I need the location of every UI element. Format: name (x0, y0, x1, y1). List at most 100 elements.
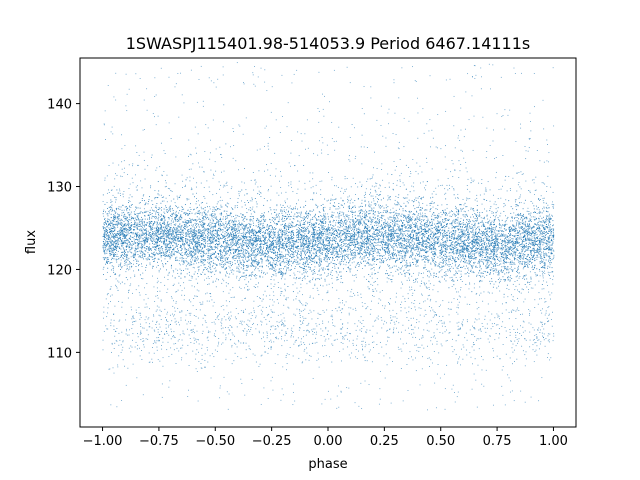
data-point (365, 223, 367, 225)
data-point (408, 218, 410, 220)
data-point (352, 206, 354, 208)
data-point (473, 241, 475, 243)
data-point (459, 239, 461, 241)
data-point (547, 267, 548, 269)
data-point (494, 235, 496, 237)
data-point (403, 237, 405, 239)
data-point (163, 231, 165, 232)
data-point (401, 238, 403, 240)
data-point (318, 246, 320, 248)
data-point (196, 236, 198, 238)
data-point (541, 221, 543, 223)
data-point (247, 244, 249, 246)
data-point (111, 254, 113, 256)
data-point (429, 221, 431, 223)
data-point (166, 234, 168, 236)
data-point (491, 245, 493, 246)
data-point (386, 242, 388, 244)
data-point (275, 243, 277, 245)
data-point (295, 208, 296, 210)
data-point (465, 226, 467, 228)
data-point (486, 245, 488, 247)
data-point (162, 264, 164, 266)
data-point (281, 218, 283, 220)
data-point (414, 289, 416, 291)
data-point (339, 227, 341, 229)
data-point (390, 272, 392, 273)
data-point (500, 227, 502, 229)
data-point (408, 227, 410, 228)
data-point (450, 223, 452, 225)
data-point (460, 251, 461, 253)
data-point (197, 241, 199, 242)
data-point (365, 230, 367, 232)
data-point (373, 267, 375, 268)
data-point (262, 249, 264, 251)
data-point (449, 245, 451, 247)
data-point (303, 268, 305, 270)
data-point (337, 251, 339, 253)
data-point (335, 229, 337, 231)
data-point (349, 226, 351, 228)
data-point (430, 252, 432, 253)
data-point (379, 252, 381, 254)
data-point (322, 239, 324, 241)
data-point (489, 236, 490, 237)
data-point (430, 248, 432, 250)
data-point (191, 212, 193, 214)
data-point (127, 212, 129, 214)
data-point (390, 226, 392, 228)
data-point (527, 265, 528, 267)
data-point (214, 229, 216, 231)
data-point (391, 246, 392, 248)
data-point (343, 203, 345, 205)
data-point (208, 243, 210, 245)
data-point (198, 237, 200, 239)
data-point (217, 236, 219, 238)
data-point (174, 246, 176, 248)
data-point (256, 240, 257, 241)
data-point (313, 230, 315, 232)
data-point (128, 214, 130, 216)
data-point (438, 236, 440, 238)
data-point (522, 226, 523, 228)
data-point (494, 230, 496, 232)
data-point (224, 253, 226, 255)
data-point (276, 245, 277, 247)
data-point (515, 252, 517, 254)
data-point (408, 221, 410, 222)
data-point (121, 212, 123, 214)
data-point (511, 227, 512, 229)
data-point (417, 236, 419, 238)
data-point (412, 234, 414, 236)
data-point (366, 214, 367, 216)
data-point (418, 206, 419, 208)
data-point (412, 248, 414, 250)
data-point (530, 252, 532, 254)
data-point (476, 220, 478, 222)
data-point (464, 237, 466, 238)
data-point (349, 271, 351, 273)
data-point (370, 242, 372, 244)
data-point (460, 249, 462, 251)
data-point (434, 247, 436, 249)
data-point (473, 225, 474, 227)
data-point (361, 209, 363, 211)
data-point (461, 223, 463, 225)
data-point (303, 230, 305, 232)
data-point (394, 241, 396, 243)
data-point (152, 226, 153, 228)
data-point (510, 261, 512, 263)
data-point (549, 248, 551, 250)
data-point (114, 229, 116, 231)
data-point (281, 254, 283, 256)
data-point (129, 249, 131, 250)
data-point (190, 220, 192, 222)
data-point (289, 242, 291, 243)
data-point (336, 246, 338, 248)
data-point (249, 226, 251, 228)
data-point (286, 233, 288, 235)
data-point (212, 230, 214, 232)
data-point (291, 235, 293, 237)
data-point (271, 242, 273, 244)
